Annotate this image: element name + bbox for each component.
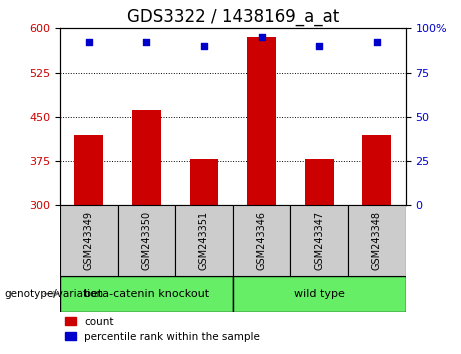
Point	[373, 40, 381, 45]
FancyBboxPatch shape	[290, 205, 348, 276]
Text: genotype/variation: genotype/variation	[5, 289, 104, 299]
Point	[85, 40, 92, 45]
FancyBboxPatch shape	[60, 276, 233, 312]
Point	[200, 43, 207, 49]
Point	[315, 43, 323, 49]
FancyBboxPatch shape	[118, 205, 175, 276]
Bar	[362, 135, 391, 205]
Text: GSM243347: GSM243347	[314, 211, 324, 270]
Bar	[189, 159, 219, 205]
Text: GSM243348: GSM243348	[372, 211, 382, 270]
Bar	[247, 37, 276, 205]
Bar	[74, 135, 103, 205]
Bar	[305, 159, 334, 205]
Text: GSM243349: GSM243349	[84, 211, 94, 270]
Text: beta-catenin knockout: beta-catenin knockout	[84, 289, 209, 299]
Text: GSM243351: GSM243351	[199, 211, 209, 270]
Point	[142, 40, 150, 45]
FancyBboxPatch shape	[60, 205, 118, 276]
Text: wild type: wild type	[294, 289, 345, 299]
FancyBboxPatch shape	[175, 205, 233, 276]
Title: GDS3322 / 1438169_a_at: GDS3322 / 1438169_a_at	[127, 8, 339, 25]
Text: GSM243346: GSM243346	[257, 211, 266, 270]
Text: GSM243350: GSM243350	[142, 211, 151, 270]
Point	[258, 34, 266, 40]
Bar	[132, 110, 161, 205]
Legend: count, percentile rank within the sample: count, percentile rank within the sample	[65, 317, 260, 342]
FancyBboxPatch shape	[233, 276, 406, 312]
FancyBboxPatch shape	[348, 205, 406, 276]
FancyBboxPatch shape	[233, 205, 290, 276]
